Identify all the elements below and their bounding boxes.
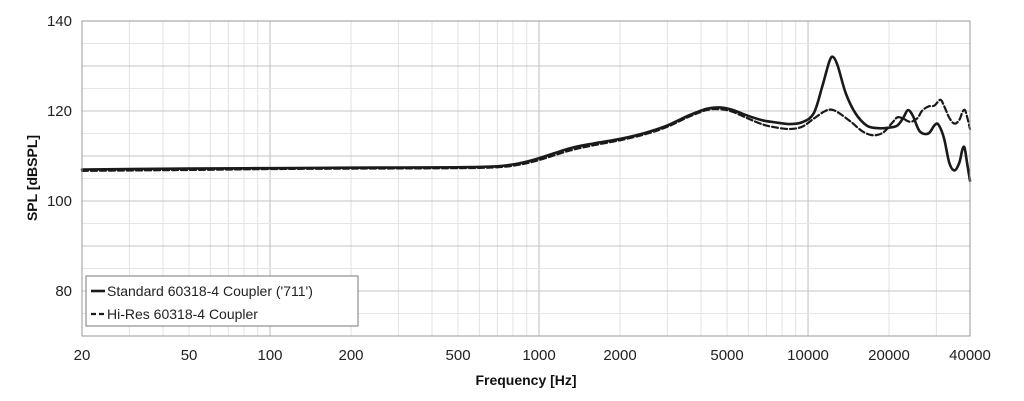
tick-labels: 20 50 100 200 500 1000 2000 5000 10000 20000 40000…: [47, 13, 991, 364]
x-axis-title: Frequency [Hz]: [475, 372, 576, 388]
series-lines: [80, 55, 972, 183]
x-tick-label: 500: [446, 347, 471, 364]
x-tick-label: 50: [181, 347, 198, 364]
x-tick-label: 10000: [787, 347, 829, 364]
x-tick-label: 1000: [522, 347, 555, 364]
legend-label-standard: Standard 60318-4 Coupler ('711'): [107, 283, 313, 299]
series-line-hires: [80, 98, 972, 172]
y-tick-label: 120: [47, 103, 72, 120]
x-tick-label: 5000: [710, 347, 743, 364]
legend: Standard 60318-4 Coupler ('711') Hi-Res …: [85, 275, 359, 327]
legend-label-hires: Hi-Res 60318-4 Coupler: [107, 306, 258, 322]
y-tick-label: 140: [47, 13, 72, 30]
x-tick-label: 100: [258, 347, 283, 364]
x-tick-label: 200: [338, 347, 363, 364]
x-tick-label: 20000: [868, 347, 910, 364]
x-tick-label: 2000: [603, 347, 636, 364]
y-tick-label: 80: [55, 283, 72, 300]
x-tick-label: 40000: [949, 347, 991, 364]
series-line-standard: [80, 55, 972, 183]
y-tick-label: 100: [47, 193, 72, 210]
x-tick-label: 20: [74, 347, 91, 364]
plot-frame: [81, 20, 971, 337]
y-axis-title: SPL [dBSPL]: [24, 135, 40, 221]
legend-box: [85, 275, 359, 327]
